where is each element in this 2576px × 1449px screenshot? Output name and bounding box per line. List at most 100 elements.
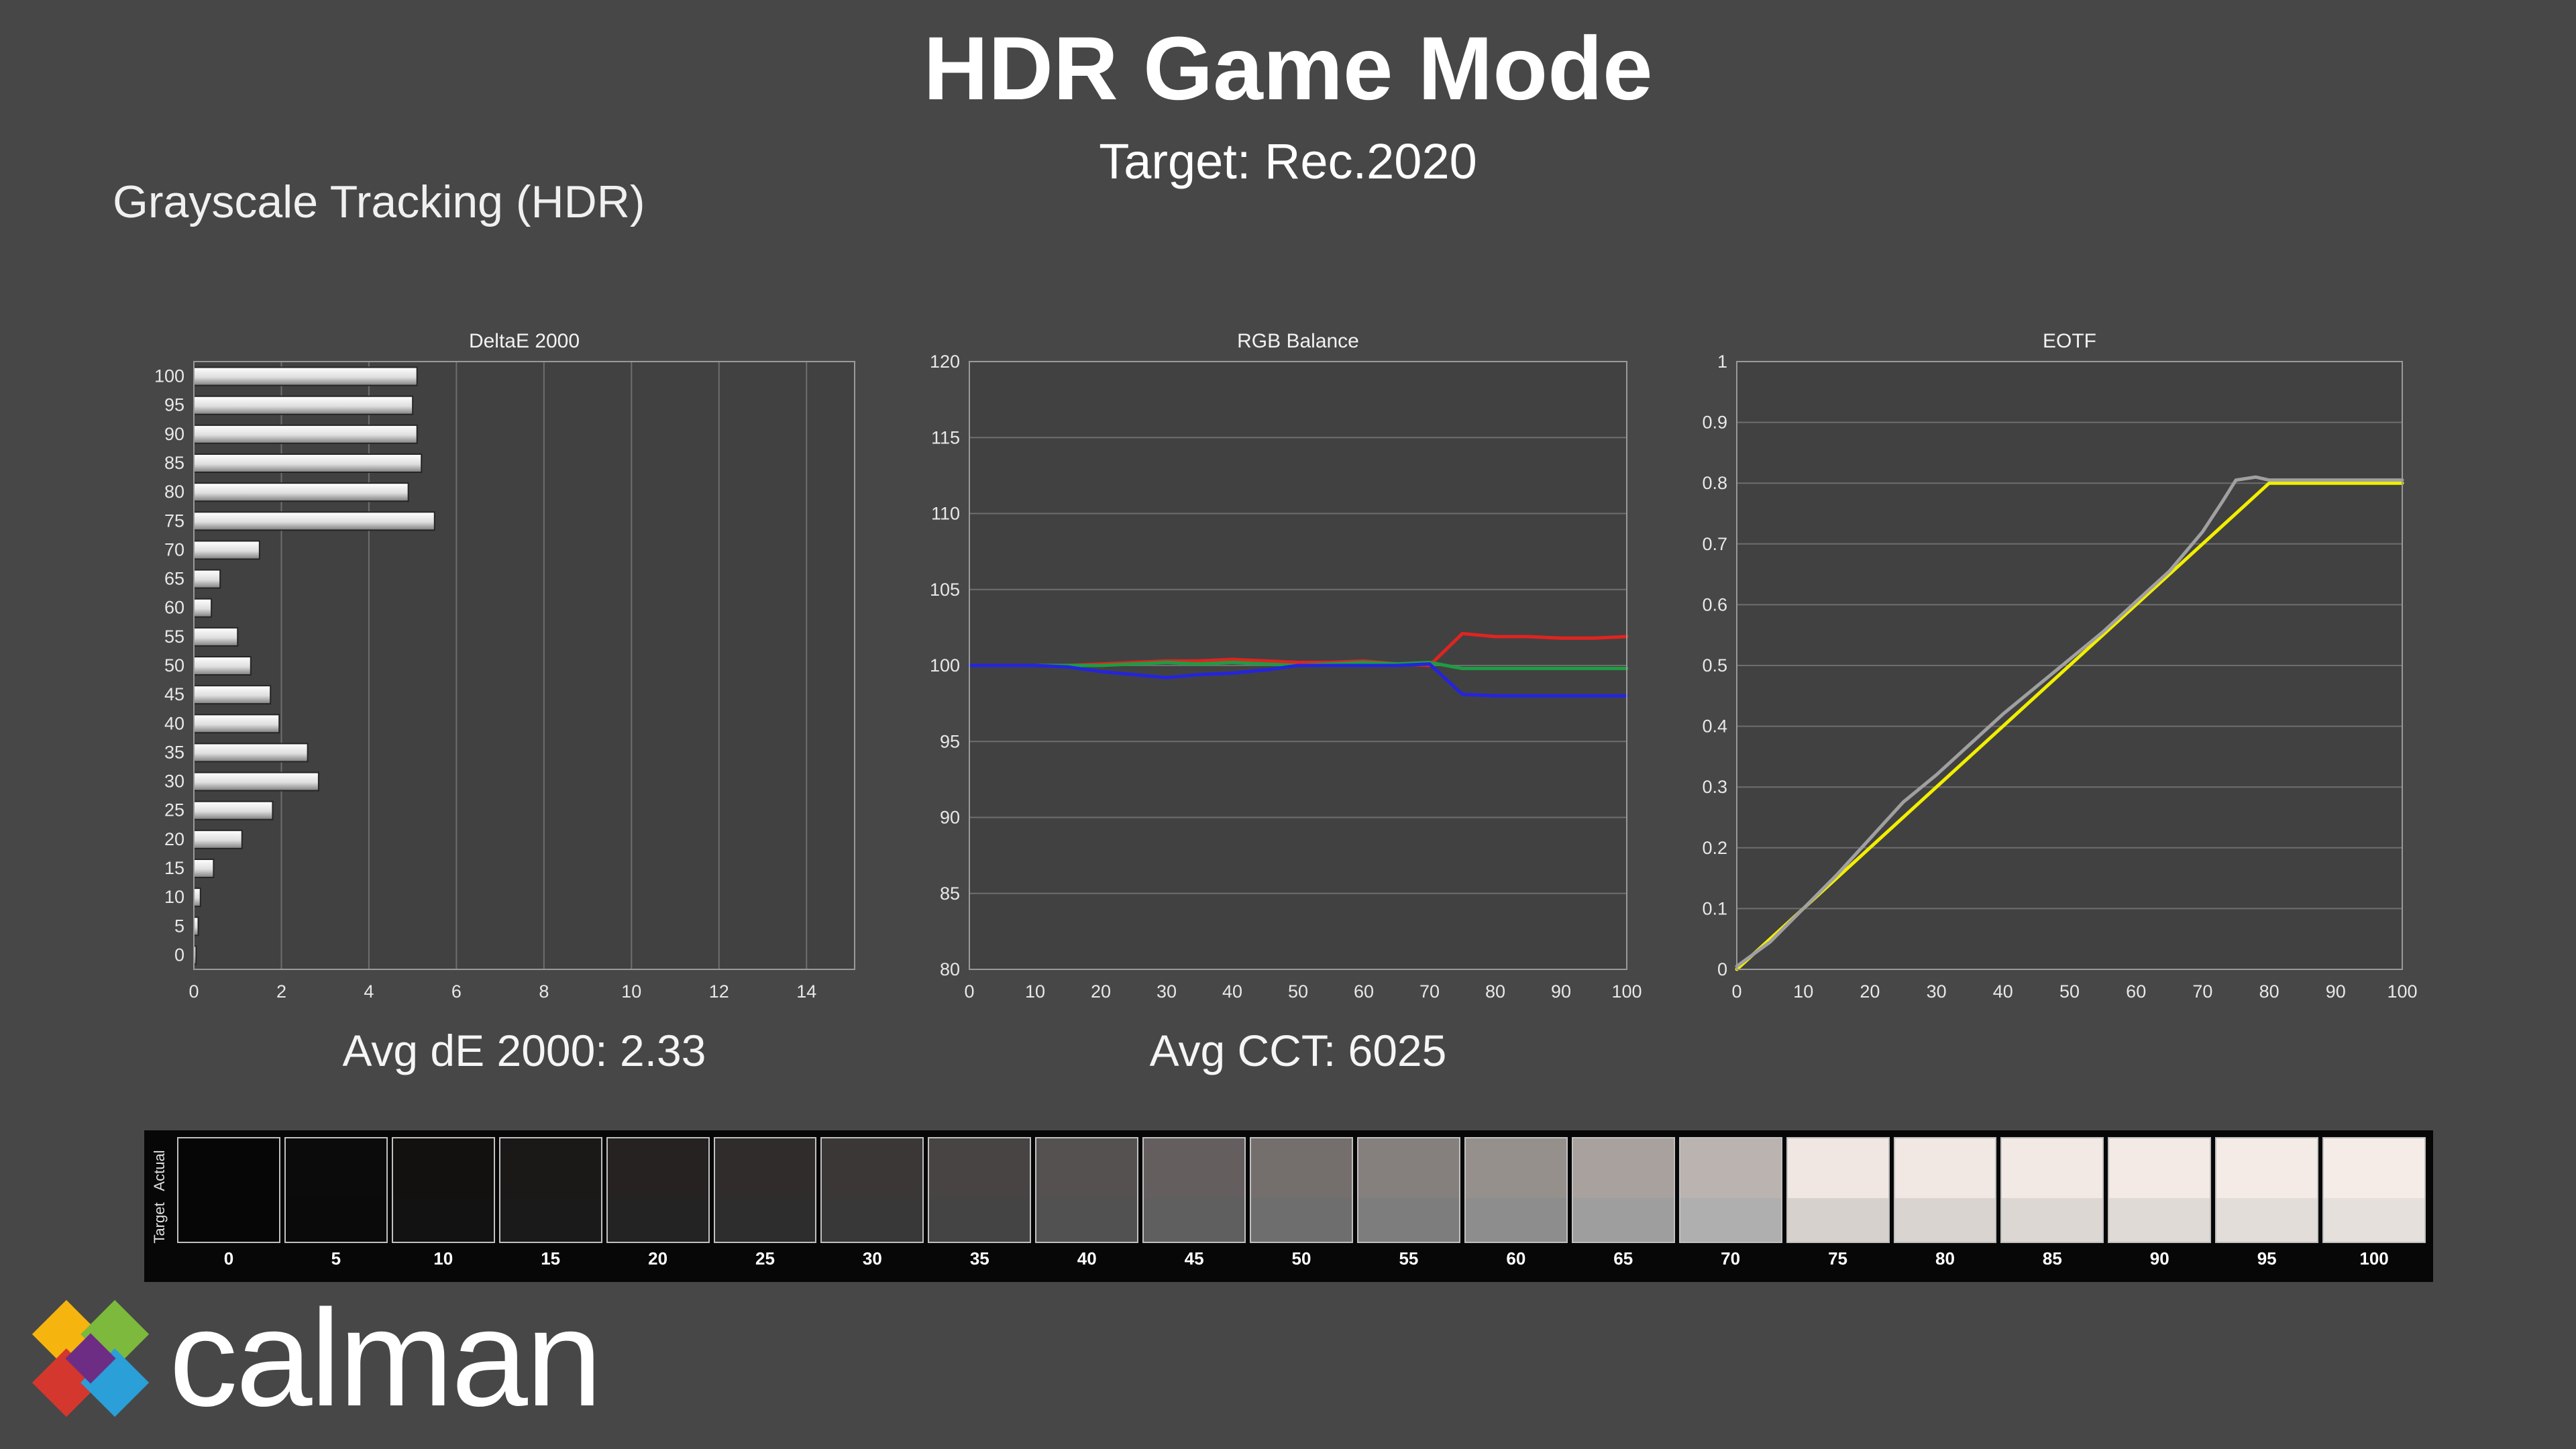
svg-text:100: 100 (1611, 981, 1642, 1002)
grayscale-patch: 30 (820, 1137, 924, 1282)
svg-text:60: 60 (1354, 981, 1374, 1002)
patch-actual-half (2002, 1138, 2103, 1199)
series-blue (967, 662, 1629, 698)
patch-actual-half (1894, 1138, 1996, 1199)
svg-text:115: 115 (931, 427, 960, 447)
patch-stimulus-label: 65 (1613, 1248, 1633, 1269)
patch-actual-half (929, 1138, 1030, 1199)
svg-text:6: 6 (451, 981, 462, 1002)
strip-row-label-actual: Actual (151, 1150, 168, 1191)
patch-target-half (1358, 1198, 1459, 1242)
patch-stimulus-label: 20 (648, 1248, 668, 1269)
patch-target-half (714, 1198, 816, 1242)
svg-text:0: 0 (964, 981, 974, 1002)
svg-text:95: 95 (164, 395, 184, 415)
page-title: HDR Game Mode (923, 19, 1653, 119)
svg-text:0.7: 0.7 (1702, 534, 1727, 554)
grayscale-patch: 95 (2215, 1137, 2319, 1282)
patch-stimulus-label: 0 (223, 1248, 234, 1269)
svg-text:5: 5 (174, 916, 184, 936)
svg-text:110: 110 (931, 504, 960, 524)
svg-text:90: 90 (1551, 981, 1571, 1002)
svg-text:60: 60 (2126, 981, 2146, 1002)
patch-target-half (929, 1198, 1030, 1242)
grayscale-patch: 70 (1678, 1137, 1782, 1282)
svg-text:65: 65 (164, 569, 184, 589)
patch-actual-half (2109, 1138, 2210, 1199)
patch-stimulus-label: 45 (1184, 1248, 1204, 1269)
svg-text:14: 14 (796, 981, 816, 1002)
patch-stimulus-label: 50 (1291, 1248, 1311, 1269)
series-measured (1735, 475, 2404, 968)
deltae-bar (193, 540, 260, 560)
svg-text:50: 50 (164, 655, 184, 676)
grayscale-patch: 10 (391, 1137, 495, 1282)
svg-text:4: 4 (364, 981, 374, 1002)
svg-text:20: 20 (1091, 981, 1111, 1002)
patch-stimulus-label: 60 (1506, 1248, 1526, 1269)
svg-text:80: 80 (164, 482, 184, 502)
patch-actual-half (1465, 1138, 1566, 1199)
svg-text:0: 0 (189, 981, 199, 1002)
svg-text:80: 80 (940, 959, 960, 979)
grayscale-patch: 25 (713, 1137, 817, 1282)
patch-target-half (392, 1198, 494, 1242)
deltae-bar (193, 598, 213, 618)
svg-text:20: 20 (1860, 981, 1880, 1002)
svg-text:35: 35 (164, 742, 184, 762)
svg-text:30: 30 (1157, 981, 1177, 1002)
grayscale-patch: 0 (177, 1137, 280, 1282)
svg-text:10: 10 (1025, 981, 1045, 1002)
patch-actual-half (2216, 1138, 2318, 1199)
patch-actual-half (607, 1138, 708, 1199)
patch-target-half (178, 1198, 279, 1242)
svg-text:25: 25 (164, 800, 184, 820)
svg-text:0.4: 0.4 (1702, 716, 1727, 737)
svg-text:0: 0 (1731, 981, 1741, 1002)
svg-text:40: 40 (164, 713, 184, 733)
patch-target-half (285, 1198, 386, 1242)
svg-text:2: 2 (276, 981, 286, 1002)
deltae-bar (193, 627, 239, 647)
patch-target-half (1680, 1198, 1781, 1242)
svg-text:80: 80 (2259, 981, 2279, 1002)
grayscale-patch: 5 (284, 1137, 388, 1282)
svg-text:0.3: 0.3 (1702, 777, 1727, 797)
deltae-bar (193, 743, 309, 763)
patch-target-half (2324, 1198, 2425, 1242)
strip-row-label-target: Target (151, 1202, 168, 1244)
svg-text:0.8: 0.8 (1702, 473, 1727, 493)
calman-wordmark: calman (169, 1281, 602, 1435)
patch-target-half (1572, 1198, 1674, 1242)
eotf-chart-title: EOTF (2043, 330, 2096, 352)
grayscale-patch: 100 (2322, 1137, 2426, 1282)
deltae-bar (193, 859, 215, 878)
svg-text:10: 10 (621, 981, 641, 1002)
patch-actual-half (1358, 1138, 1459, 1199)
deltae-bar (193, 888, 201, 908)
patch-stimulus-label: 15 (541, 1248, 561, 1269)
deltae-bar (193, 511, 435, 531)
patch-stimulus-label: 40 (1077, 1248, 1097, 1269)
grayscale-patch: 75 (1786, 1137, 1890, 1282)
grayscale-patch: 60 (1464, 1137, 1568, 1282)
svg-text:85: 85 (940, 883, 960, 904)
svg-text:70: 70 (164, 539, 184, 559)
patch-actual-half (2324, 1138, 2425, 1199)
rgb-balance-chart-title: RGB Balance (1237, 330, 1359, 352)
patch-actual-half (1251, 1138, 1352, 1199)
page-subtitle: Target: Rec.2020 (1099, 133, 1477, 189)
deltae-bar (193, 424, 418, 444)
grayscale-patch: 35 (928, 1137, 1032, 1282)
patch-actual-half (392, 1138, 494, 1199)
patch-target-half (2109, 1198, 2210, 1242)
svg-text:0.9: 0.9 (1702, 413, 1727, 433)
patch-target-half (1894, 1198, 1996, 1242)
grayscale-patch: 50 (1250, 1137, 1353, 1282)
patch-stimulus-label: 95 (2257, 1248, 2277, 1269)
patch-actual-half (1787, 1138, 1888, 1199)
svg-text:100: 100 (930, 655, 960, 676)
patch-stimulus-label: 70 (1721, 1248, 1741, 1269)
svg-text:0.2: 0.2 (1702, 838, 1727, 858)
grayscale-patch: 55 (1356, 1137, 1460, 1282)
